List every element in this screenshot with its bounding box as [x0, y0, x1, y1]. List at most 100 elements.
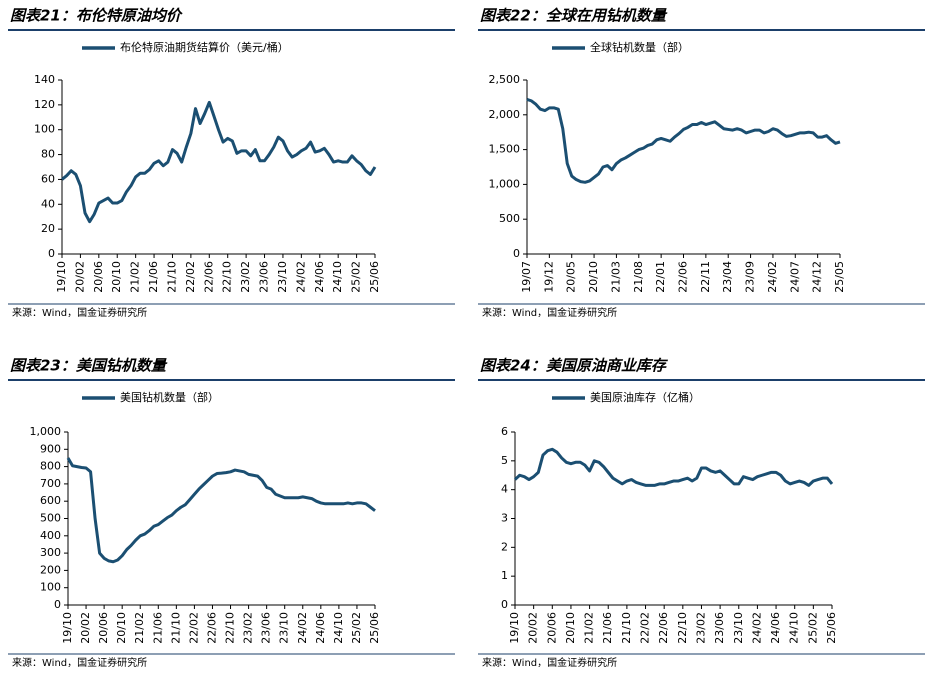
data-line	[66, 457, 376, 564]
y-tick-label: 1,500	[489, 143, 521, 156]
y-tick-label: 0	[513, 247, 520, 260]
x-tick-label: 23/06	[258, 261, 271, 293]
y-tick-label: 20	[41, 222, 55, 235]
x-tick-label: 25/06	[368, 612, 381, 644]
x-tick-label: 19/10	[61, 612, 74, 644]
x-tick-label: 20/02	[73, 261, 86, 293]
x-tick-label: 23/06	[713, 612, 726, 644]
x-tick-label: 24/10	[788, 612, 801, 644]
y-tick-label: 100	[34, 123, 55, 136]
x-tick-label: 21/06	[601, 612, 614, 644]
y-tick-label: 700	[40, 477, 61, 490]
x-tick-label: 23/02	[239, 261, 252, 293]
x-tick-label: 22/02	[184, 261, 197, 293]
y-tick-label: 120	[34, 98, 55, 111]
y-tick-label: 2,000	[489, 108, 521, 121]
y-tick-label: 4	[501, 483, 508, 496]
x-tick-label: 24/10	[332, 612, 345, 644]
x-tick-label: 24/07	[788, 261, 801, 293]
y-tick-label: 300	[40, 546, 61, 559]
x-tick-label: 25/02	[806, 612, 819, 644]
x-tick-label: 22/06	[657, 612, 670, 644]
y-tick-label: 60	[41, 172, 55, 185]
y-tick-label: 0	[54, 598, 61, 611]
x-tick-label: 22/01	[654, 261, 667, 293]
x-tick-label: 22/06	[205, 612, 218, 644]
x-tick-label: 20/06	[97, 612, 110, 644]
y-tick-label: 40	[41, 197, 55, 210]
chart-title: 图表23：美国钻机数量	[10, 357, 168, 375]
y-tick-label: 400	[40, 529, 61, 542]
y-tick-label: 100	[40, 581, 61, 594]
chart-title: 图表24：美国原油商业库存	[480, 357, 669, 375]
x-tick-label: 24/02	[294, 261, 307, 293]
x-tick-label: 25/06	[368, 261, 381, 293]
x-tick-label: 24/06	[769, 612, 782, 644]
x-tick-label: 21/06	[147, 261, 160, 293]
data-line	[513, 447, 834, 487]
x-tick-label: 21/06	[151, 612, 164, 644]
x-tick-label: 25/02	[350, 261, 363, 293]
x-tick-label: 23/06	[260, 612, 273, 644]
y-tick-label: 900	[40, 442, 61, 455]
x-tick-label: 19/10	[55, 261, 68, 293]
x-tick-label: 23/09	[744, 261, 757, 293]
x-tick-label: 21/10	[165, 261, 178, 293]
x-tick-label: 22/10	[221, 261, 234, 293]
y-tick-label: 1,000	[30, 425, 62, 438]
x-tick-label: 24/02	[296, 612, 309, 644]
y-tick-label: 200	[40, 563, 61, 576]
x-tick-label: 25/05	[833, 261, 846, 293]
y-tick-label: 600	[40, 494, 61, 507]
x-tick-label: 19/07	[520, 261, 533, 293]
y-tick-label: 0	[48, 247, 55, 260]
x-tick-label: 23/10	[278, 612, 291, 644]
x-tick-label: 20/06	[92, 261, 105, 293]
x-tick-label: 23/02	[242, 612, 255, 644]
x-tick-label: 21/10	[620, 612, 633, 644]
source-note: 来源：Wind，国金证券研究所	[12, 656, 147, 669]
legend-label: 全球钻机数量（部）	[590, 40, 689, 54]
legend-label: 美国原油库存（亿桶）	[590, 390, 700, 404]
x-tick-label: 19/12	[542, 261, 555, 293]
y-tick-label: 0	[501, 598, 508, 611]
legend-label: 布伦特原油期货结算价（美元/桶）	[120, 40, 289, 54]
x-tick-label: 22/10	[676, 612, 689, 644]
x-tick-label: 22/06	[677, 261, 690, 293]
x-tick-label: 20/10	[110, 261, 123, 293]
x-tick-label: 24/06	[313, 261, 326, 293]
y-tick-label: 500	[499, 212, 520, 225]
x-tick-label: 23/02	[694, 612, 707, 644]
x-tick-label: 21/10	[169, 612, 182, 644]
y-tick-label: 140	[34, 73, 55, 86]
x-tick-label: 19/10	[508, 612, 521, 644]
x-tick-label: 25/02	[350, 612, 363, 644]
chart-title: 图表21：布伦特原油均价	[10, 7, 183, 25]
x-tick-label: 22/02	[639, 612, 652, 644]
y-tick-label: 500	[40, 512, 61, 525]
y-tick-label: 3	[501, 512, 508, 525]
x-tick-label: 20/10	[115, 612, 128, 644]
x-tick-label: 23/04	[721, 261, 734, 293]
data-line	[61, 100, 377, 224]
x-tick-label: 22/06	[202, 261, 215, 293]
x-tick-label: 21/08	[632, 261, 645, 293]
x-tick-label: 24/02	[750, 612, 763, 644]
data-line	[526, 98, 841, 184]
x-tick-label: 20/02	[527, 612, 540, 644]
x-tick-label: 20/06	[545, 612, 558, 644]
y-tick-label: 2,500	[489, 73, 521, 86]
chart-title: 图表22：全球在用钻机数量	[480, 7, 668, 25]
y-tick-label: 80	[41, 148, 55, 161]
x-tick-label: 23/10	[276, 261, 289, 293]
x-tick-label: 20/02	[79, 612, 92, 644]
source-note: 来源：Wind，国金证券研究所	[482, 306, 617, 319]
x-tick-label: 20/05	[565, 261, 578, 293]
y-tick-label: 800	[40, 460, 61, 473]
x-tick-label: 20/10	[587, 261, 600, 293]
